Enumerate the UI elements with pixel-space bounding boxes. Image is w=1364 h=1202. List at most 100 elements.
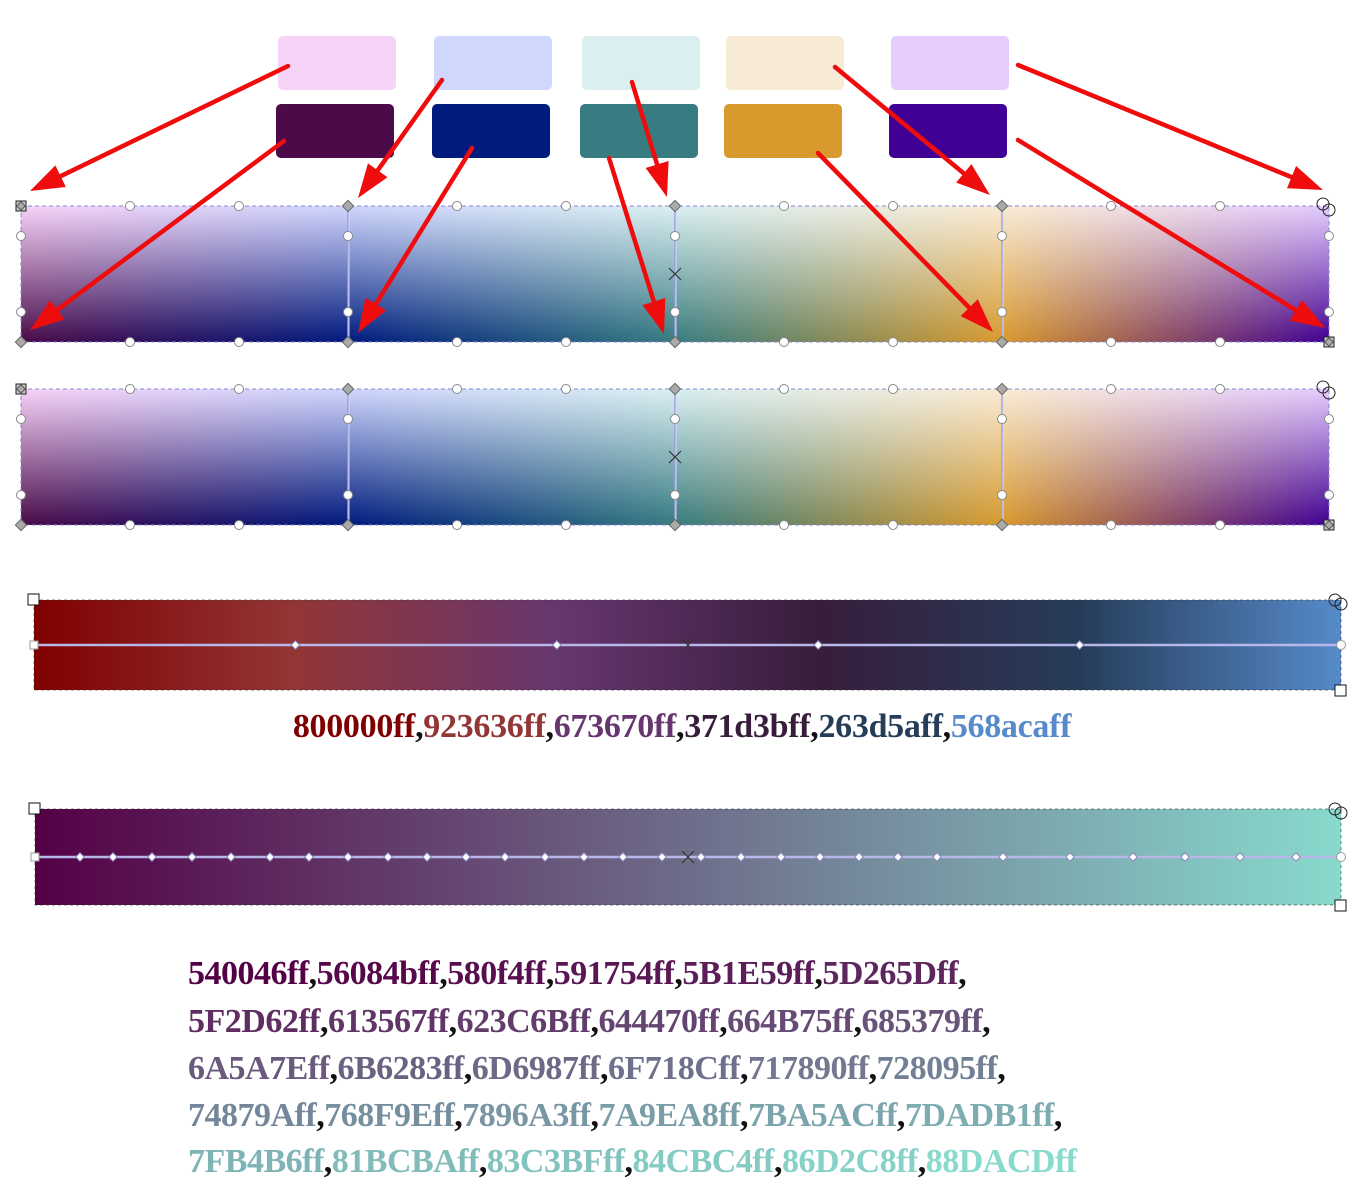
gradient-stop-marker (893, 852, 903, 862)
arrow-head (1289, 300, 1325, 328)
mesh-handle (125, 337, 135, 347)
hex-code: 568acaff (950, 708, 1072, 745)
linear-gradient-six-stop (27, 593, 1348, 697)
hex-code: 371d3bff (684, 708, 811, 745)
rotate-handle (1322, 203, 1336, 217)
separator: , (675, 708, 685, 745)
hex-code: 263d5aff (818, 708, 943, 745)
arrow-shaft (372, 145, 475, 309)
separator: , (739, 1050, 749, 1087)
swatch-teal-light (582, 36, 700, 90)
hex-code: 5D265Dff (822, 955, 959, 992)
mesh-handle (1215, 337, 1225, 347)
gradient-stop-marker (813, 640, 824, 650)
mesh-handle (125, 520, 135, 530)
separator: , (599, 1050, 609, 1087)
mesh-node (995, 382, 1009, 396)
gradient-stop-marker (1235, 852, 1245, 862)
gradient-stop-marker (265, 852, 275, 862)
mesh-handle (16, 231, 26, 241)
mesh-handle (670, 231, 680, 241)
gradient-stop-marker (147, 852, 157, 862)
center-cross-icon (681, 850, 695, 864)
separator: , (319, 1003, 329, 1040)
separator: , (853, 1003, 863, 1040)
hex-code: 56084bff (316, 955, 440, 992)
mesh-handle (125, 201, 135, 211)
mesh-handle (561, 520, 571, 530)
mesh-node (341, 199, 355, 213)
gradient-end-handle (1336, 640, 1346, 650)
hex-code: 5F2D62ff (188, 1003, 320, 1040)
separator: , (415, 708, 424, 745)
arrow-group (30, 62, 1325, 334)
arrow-shaft (374, 77, 445, 175)
separator: , (478, 1143, 488, 1180)
hex-code-row: 5F2D62ff,613567ff,623C6Bff,644470ff,664B… (188, 1003, 991, 1041)
mesh-node (668, 335, 682, 349)
hex-code: 800000ff (292, 708, 416, 745)
separator: , (896, 1097, 906, 1134)
rotate-handle (1334, 597, 1348, 611)
arrow-head (358, 297, 387, 333)
separator: , (917, 1143, 927, 1180)
separator: , (454, 1097, 463, 1134)
separator: , (590, 1097, 600, 1134)
hex-code: 580f4ff (447, 955, 546, 992)
swatch-pink-dark (276, 104, 394, 158)
gradient-stop-marker (290, 640, 301, 650)
arrow-head (30, 165, 66, 191)
separator: , (982, 1003, 991, 1040)
mesh-gradient-annotated (14, 197, 1336, 349)
gradient-start-handle (30, 852, 40, 862)
mesh-node (341, 335, 355, 349)
swatch-orange-light (726, 36, 844, 90)
mesh-handle (561, 337, 571, 347)
mesh-handle (779, 520, 789, 530)
hex-code: 6A5A7Eff (188, 1050, 330, 1087)
swatch-pink-light (278, 36, 396, 90)
swatch-teal-dark (580, 104, 698, 158)
hex-code: 83C3BFff (486, 1143, 625, 1180)
gradient-stop-marker (1291, 852, 1301, 862)
gradient-end-handle (1336, 852, 1346, 862)
separator: , (448, 1003, 458, 1040)
selection-corner (27, 593, 40, 606)
mesh-handle (452, 337, 462, 347)
mesh-node (995, 199, 1009, 213)
mesh-handle (888, 520, 898, 530)
mesh-handle (670, 414, 680, 424)
mesh-handle (1215, 201, 1225, 211)
separator: , (316, 1097, 325, 1134)
swatch-blue-light (434, 36, 552, 90)
selection-corner (1334, 899, 1347, 912)
separator: , (719, 1003, 728, 1040)
arrow-shaft (56, 63, 291, 180)
mesh-gradient-plain (14, 380, 1336, 532)
center-cross-icon (668, 267, 682, 281)
separator: , (674, 955, 683, 992)
hex-code: 7FB4B6ff (188, 1143, 324, 1180)
mesh-handle (1106, 520, 1116, 530)
hex-code: 623C6Bff (456, 1003, 591, 1040)
arrow-shaft (606, 155, 657, 306)
hex-code: 7BA5ACff (747, 1097, 897, 1134)
rotate-handle (1334, 806, 1348, 820)
hex-code: 6B6283ff (337, 1050, 464, 1087)
mesh-handle (452, 384, 462, 394)
mesh-corner-diamond (16, 384, 26, 394)
gradient-stop-marker (998, 852, 1008, 862)
gradient-stop-marker (657, 852, 667, 862)
hex-code: 5B1E59ff (682, 955, 815, 992)
mesh-handle (1324, 490, 1334, 500)
separator: , (439, 955, 448, 992)
separator: , (590, 1003, 600, 1040)
separator: , (545, 955, 555, 992)
gradient-stop-marker (696, 852, 706, 862)
hex-code: 86D2C8ff (781, 1143, 918, 1180)
hex-code: 728095ff (876, 1050, 998, 1087)
mesh-handle (779, 201, 789, 211)
hex-code: 540046ff (188, 955, 309, 992)
separator: , (997, 1050, 1006, 1087)
gradient-stop-marker (815, 852, 825, 862)
